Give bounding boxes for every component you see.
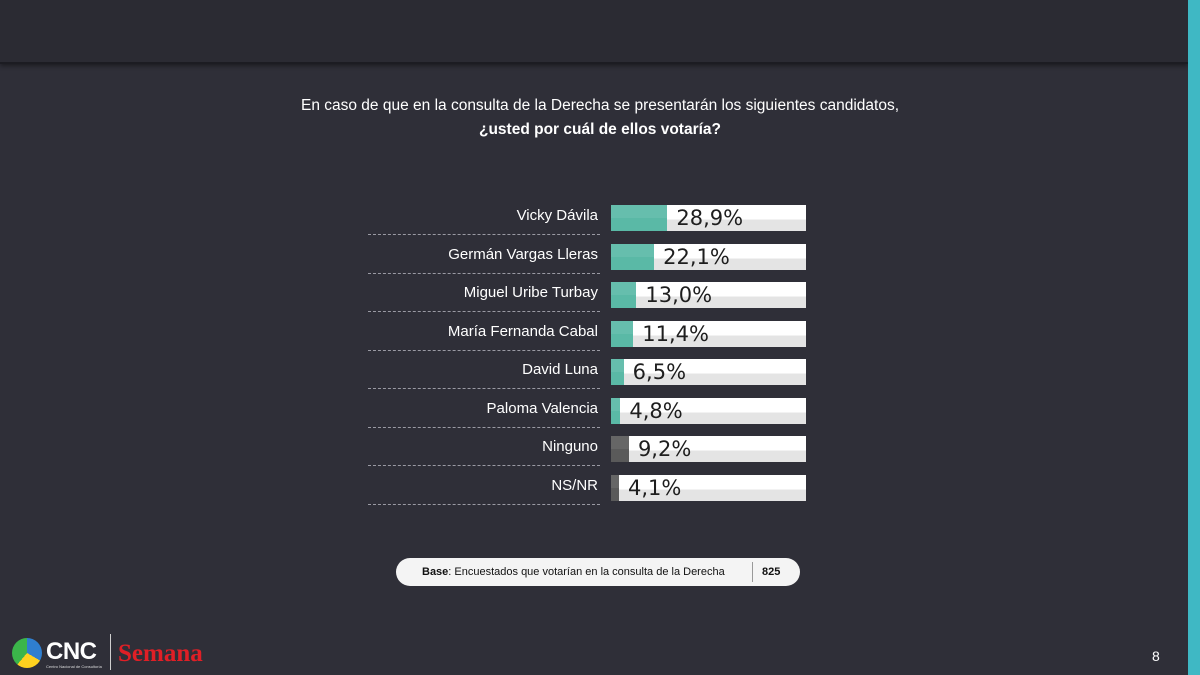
bar-track: 13,0% [611,282,806,308]
category-label: Ninguno [542,438,598,455]
chart-row: David Luna 6,5% [366,354,816,392]
chart-row: María Fernanda Cabal 11,4% [366,316,816,354]
bar-value-label: 9,2% [637,437,692,461]
bar-value-label: 6,5% [632,360,687,384]
row-divider [368,349,600,351]
bar-track: 28,9% [611,205,806,231]
question-line-1: En caso de que en la consulta de la Dere… [301,97,899,114]
row-divider [368,465,600,466]
base-separator [752,562,753,582]
category-label: Paloma Valencia [486,399,598,417]
category-label: María Fernanda Cabal [447,322,598,340]
row-divider [368,272,600,274]
base-label: Base [422,566,449,578]
bar [611,474,619,501]
bar-value-label: 11,4% [642,321,709,346]
bar [611,359,624,385]
bar-track: 4,1% [611,474,806,501]
chart-row: Germán Vargas Lleras 22,1% [366,239,816,277]
chart-row: NS/NR 4,1% [366,470,816,508]
base-note: Base: Encuestados que votarían en la con… [396,558,800,586]
page-number: 8 [1152,648,1160,664]
chart-row: Ninguno 9,2% [366,431,816,469]
cnc-logo-icon [12,638,42,668]
bar [611,320,634,347]
bar [611,243,655,270]
category-label: Germán Vargas Lleras [448,245,598,263]
semana-logo: Semana [118,640,203,667]
base-text: Base: Encuestados que votarían en la con… [422,566,725,578]
base-description: : Encuestados que votarían en la consult… [448,566,725,578]
row-divider [368,311,600,312]
bar-value-label: 4,8% [629,398,683,423]
accent-stripe [1188,0,1200,675]
question-text: En caso de que en la consulta de la Dere… [200,94,1000,142]
category-label: Miguel Uribe Turbay [463,284,598,301]
chart-row: Miguel Uribe Turbay 13,0% [366,277,816,315]
bar-track: 11,4% [611,320,806,347]
category-label: NS/NR [551,476,598,494]
header-band [0,0,1188,64]
category-label: David Luna [522,361,598,378]
bar-value-label: 4,1% [627,475,682,500]
logo-divider [110,634,111,670]
cnc-logo-text: CNC [46,638,97,665]
chart-row: Vicky Dávila 28,9% [366,200,816,238]
bar-track: 22,1% [611,243,806,270]
base-count: 825 [762,566,781,578]
question-line-2: ¿usted por cuál de ellos votaría? [478,121,722,138]
row-divider [368,388,600,389]
cnc-logo-subtitle: Centro Nacional de Consultoría [46,664,102,669]
bar-track: 9,2% [611,436,806,462]
bar [611,397,621,424]
bar [611,436,629,462]
row-divider [368,503,600,505]
row-divider [368,426,600,428]
footer-logos: CNC Centro Nacional de Consultoría Seman… [12,634,232,672]
row-divider [368,234,600,235]
bar-track: 6,5% [611,359,806,385]
bar-track: 4,8% [611,397,806,424]
bar [611,205,668,231]
bar-value-label: 22,1% [663,244,730,269]
bar [611,282,637,308]
bar-value-label: 13,0% [645,283,713,307]
bar-value-label: 28,9% [676,206,744,230]
bar-chart: Vicky Dávila 28,9% Germán Vargas Lleras 22,… [366,200,816,512]
category-label: Vicky Dávila [516,207,598,224]
chart-row: Paloma Valencia 4,8% [366,393,816,431]
